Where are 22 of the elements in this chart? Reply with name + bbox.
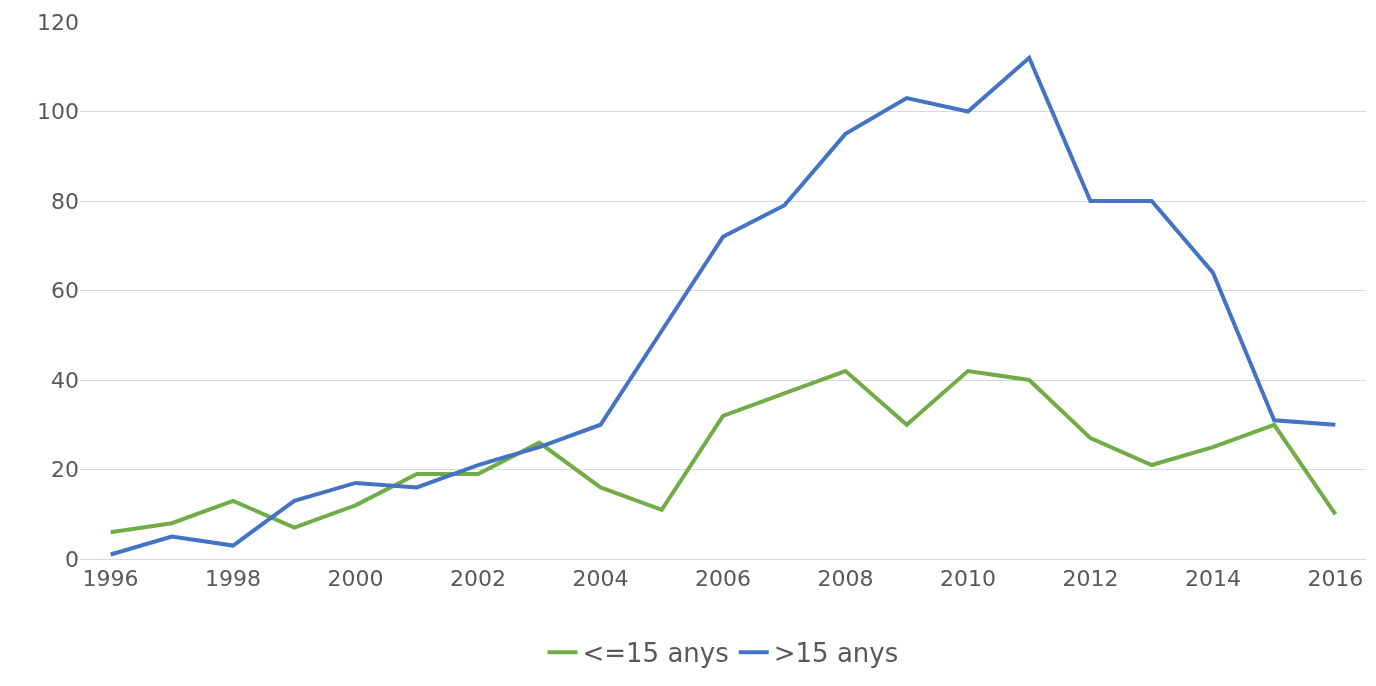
x-tick-label: 2014 — [1184, 566, 1241, 592]
x-tick-label: 2000 — [327, 566, 384, 592]
x-tick-label: 1998 — [205, 566, 262, 592]
x-tick-label: 2004 — [572, 566, 629, 592]
y-tick-label: 20 — [51, 457, 79, 483]
x-tick-label: 2010 — [939, 566, 996, 592]
line-series — [108, 369, 1338, 535]
y-tick-label: 60 — [51, 278, 79, 304]
x-tick-label: 2006 — [695, 566, 751, 592]
x-tick-label: 2008 — [817, 566, 874, 592]
legend-label: <=15 anys — [582, 638, 729, 669]
x-tick-label: 2012 — [1062, 566, 1119, 592]
x-tick-label: 1996 — [82, 566, 139, 592]
y-tick-label: 40 — [51, 367, 79, 393]
x-tick-label: 2002 — [450, 566, 507, 592]
x-tick-label: 2016 — [1307, 566, 1364, 592]
line-series — [108, 55, 1338, 557]
y-tick-label: 120 — [37, 9, 79, 35]
y-tick-label: 100 — [37, 99, 79, 125]
legend-label: >15 anys — [773, 638, 899, 669]
y-tick-label: 80 — [51, 188, 79, 214]
y-tick-label: 0 — [65, 546, 79, 572]
